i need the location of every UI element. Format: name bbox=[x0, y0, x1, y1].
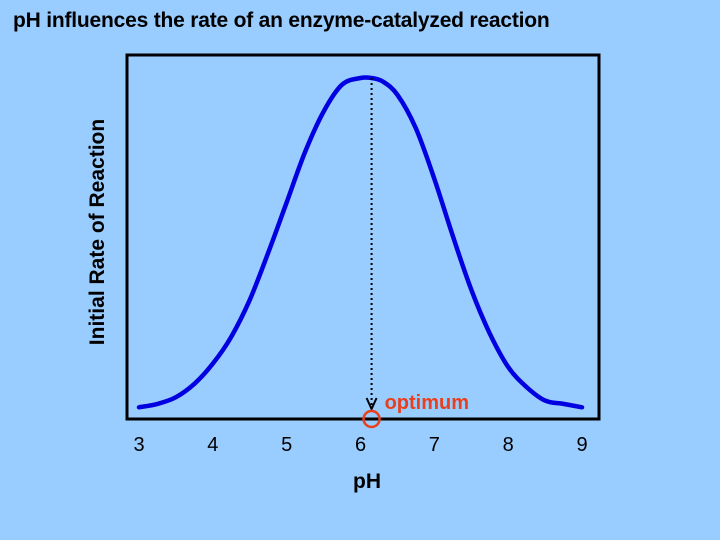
x-tick-label: 5 bbox=[281, 434, 292, 456]
x-tick-labels: 3 4 5 6 7 8 9 bbox=[133, 434, 587, 456]
optimum-label: optimum bbox=[385, 392, 469, 414]
x-tick-label: 7 bbox=[429, 434, 440, 456]
x-axis-title: pH bbox=[353, 470, 381, 493]
chart-title: pH influences the rate of an enzyme-cata… bbox=[13, 9, 550, 32]
x-tick-label: 6 bbox=[355, 434, 366, 456]
x-tick-label: 8 bbox=[503, 434, 514, 456]
optimum-marker bbox=[362, 409, 381, 429]
optimum-arrowhead bbox=[365, 397, 378, 412]
series-line bbox=[136, 75, 585, 410]
plot-frame bbox=[125, 53, 601, 421]
x-tick-label: 4 bbox=[207, 434, 218, 456]
y-axis-title: Initial Rate of Reaction bbox=[86, 119, 109, 345]
x-tick-label: 9 bbox=[576, 434, 587, 456]
x-tick-label: 3 bbox=[133, 434, 144, 456]
